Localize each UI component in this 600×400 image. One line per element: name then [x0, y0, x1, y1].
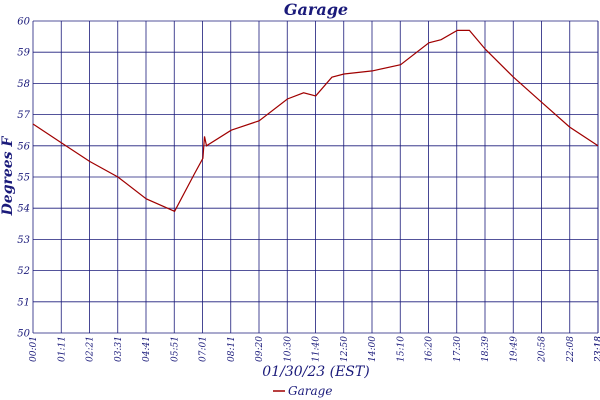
- x-tick-label: 22:08: [566, 336, 576, 363]
- x-tick-label: 20:58: [538, 336, 548, 363]
- series-line-garage: [32, 29, 599, 213]
- x-tick-label: 04:41: [142, 336, 152, 362]
- x-tick-label: 17:30: [453, 336, 463, 362]
- x-tick-label: 12:50: [340, 336, 350, 362]
- y-tick-label: 54: [17, 204, 30, 215]
- x-tick-label: 00:01: [29, 336, 39, 362]
- y-tick-label: 58: [17, 79, 30, 90]
- legend-label: Garage: [288, 384, 332, 398]
- x-tick-labels: 00:01 01:11 02:21 03:31 04:41 05:51 07:01 08:11…: [29, 336, 600, 363]
- x-tick-label: 09:20: [255, 336, 265, 362]
- x-tick-label: 03:31: [114, 336, 124, 362]
- y-tick-label: 60: [17, 17, 30, 28]
- x-tick-label: 01:11: [57, 336, 67, 362]
- y-tick-label: 52: [17, 266, 30, 277]
- y-axis-label: Degrees F: [0, 136, 16, 217]
- x-tick-label: 23:18: [594, 336, 600, 363]
- x-tick-label: 08:11: [227, 336, 237, 362]
- x-tick-label: 14:00: [368, 336, 378, 362]
- y-tick-label: 57: [17, 110, 30, 121]
- x-tick-label: 11:40: [312, 336, 322, 362]
- x-tick-label: 23:18: [594, 336, 600, 363]
- x-tick-label: 19:49: [509, 336, 519, 362]
- x-tick-label: 15:10: [396, 336, 406, 362]
- y-tick-label: 59: [17, 48, 30, 59]
- y-tick-label: 51: [17, 297, 30, 308]
- x-tick-label: 16:20: [425, 336, 435, 362]
- x-tick-label: 05:51: [170, 336, 180, 362]
- x-axis-label: 01/30/23 (EST): [262, 364, 369, 380]
- y-tick-label: 53: [17, 235, 30, 246]
- x-tick-label: 18:39: [481, 336, 491, 362]
- x-tick-label: 10:30: [283, 336, 293, 362]
- y-tick-label: 56: [17, 141, 30, 152]
- plot-grid: [32, 20, 599, 334]
- y-tick-label: 50: [17, 329, 30, 340]
- y-tick-label: 55: [17, 173, 30, 184]
- legend: Garage: [273, 384, 332, 398]
- y-tick-labels: 50 51 52 53 54 55 56 57 58 59 60: [17, 17, 30, 340]
- x-tick-label: 02:21: [86, 336, 96, 362]
- x-tick-label: 07:01: [199, 336, 209, 362]
- chart-title: Garage: [284, 0, 348, 19]
